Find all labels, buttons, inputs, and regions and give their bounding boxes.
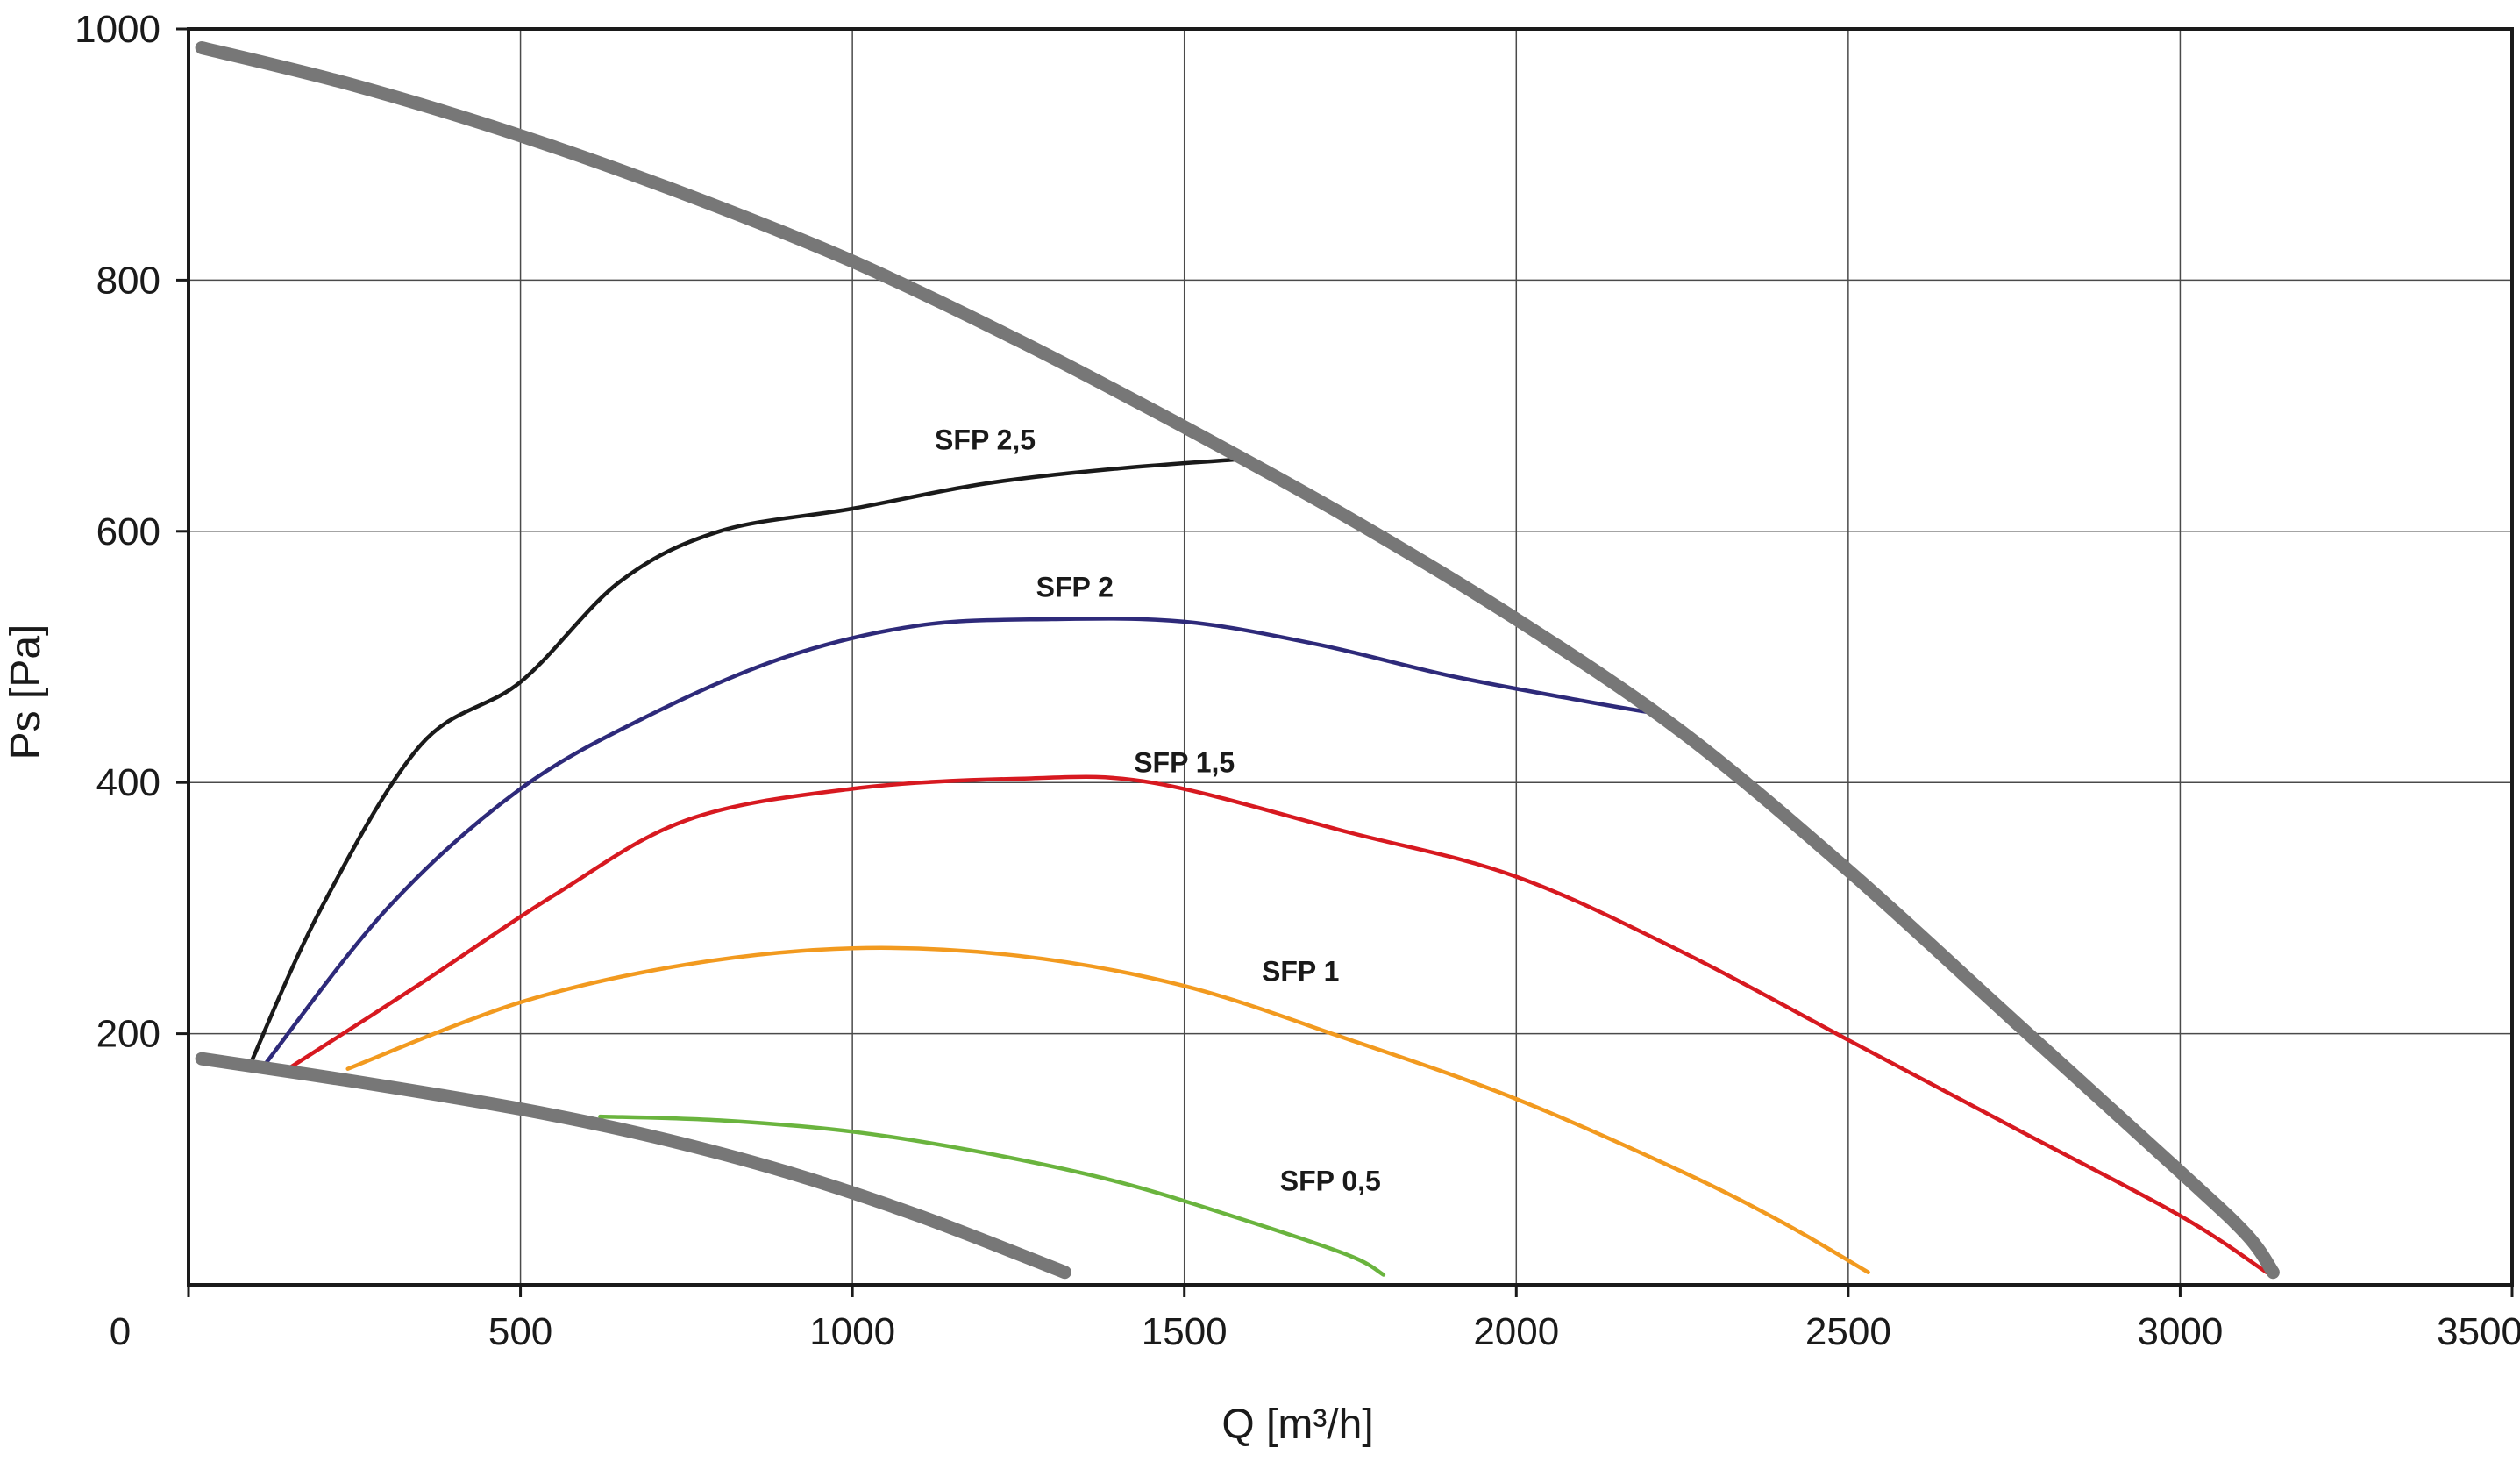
boundary-curve-min [195, 1052, 1071, 1280]
x-tick-label: 0 [110, 1310, 131, 1353]
x-tick-label: 1500 [1142, 1310, 1228, 1353]
x-tick-label: 500 [488, 1310, 552, 1353]
x-tick-label: 1000 [809, 1310, 895, 1353]
y-tick-label: 1000 [75, 8, 160, 51]
x-tick-label: 2500 [1805, 1310, 1891, 1353]
x-tick-labels: 0 500 1000 1500 2000 2500 3000 3500 [110, 1285, 2520, 1353]
series-label-sfp-1-5: SFP 1,5 [1134, 747, 1235, 779]
series-line-sfp-1-5 [286, 774, 2269, 1274]
y-tick-label: 400 [96, 761, 160, 804]
y-axis-label: Ps [Pa] [3, 624, 49, 760]
series-group [246, 456, 2269, 1277]
x-tick-label: 3500 [2437, 1310, 2520, 1353]
y-tick-labels: 200 400 600 800 1000 [75, 8, 189, 1056]
boundary-curve-max [195, 41, 2280, 1280]
plot-frame [187, 27, 2514, 1287]
y-tick-label: 800 [96, 259, 160, 302]
series-label-sfp-1: SFP 1 [1262, 955, 1339, 987]
series-line-sfp-1 [345, 945, 1870, 1274]
x-axis-label: Q [m³/h] [1221, 1401, 1373, 1448]
grid [189, 29, 2512, 1285]
y-tick-label: 200 [96, 1013, 160, 1056]
series-line-sfp-0-5 [598, 1114, 1386, 1277]
series-labels: SFP 2,5 SFP 2 SFP 1,5 SFP 1 SFP 0,5 [935, 424, 1381, 1197]
x-tick-label: 2000 [1473, 1310, 1559, 1353]
series-line-sfp-2-5 [246, 456, 1253, 1071]
series-label-sfp-2: SFP 2 [1036, 571, 1114, 603]
x-tick-label: 3000 [2137, 1310, 2223, 1353]
series-label-sfp-2-5: SFP 2,5 [935, 424, 1036, 456]
boundary-curves [195, 41, 2280, 1280]
series-label-sfp-0-5: SFP 0,5 [1280, 1166, 1381, 1197]
y-tick-label: 600 [96, 510, 160, 553]
series-line-sfp-2 [260, 617, 1658, 1071]
